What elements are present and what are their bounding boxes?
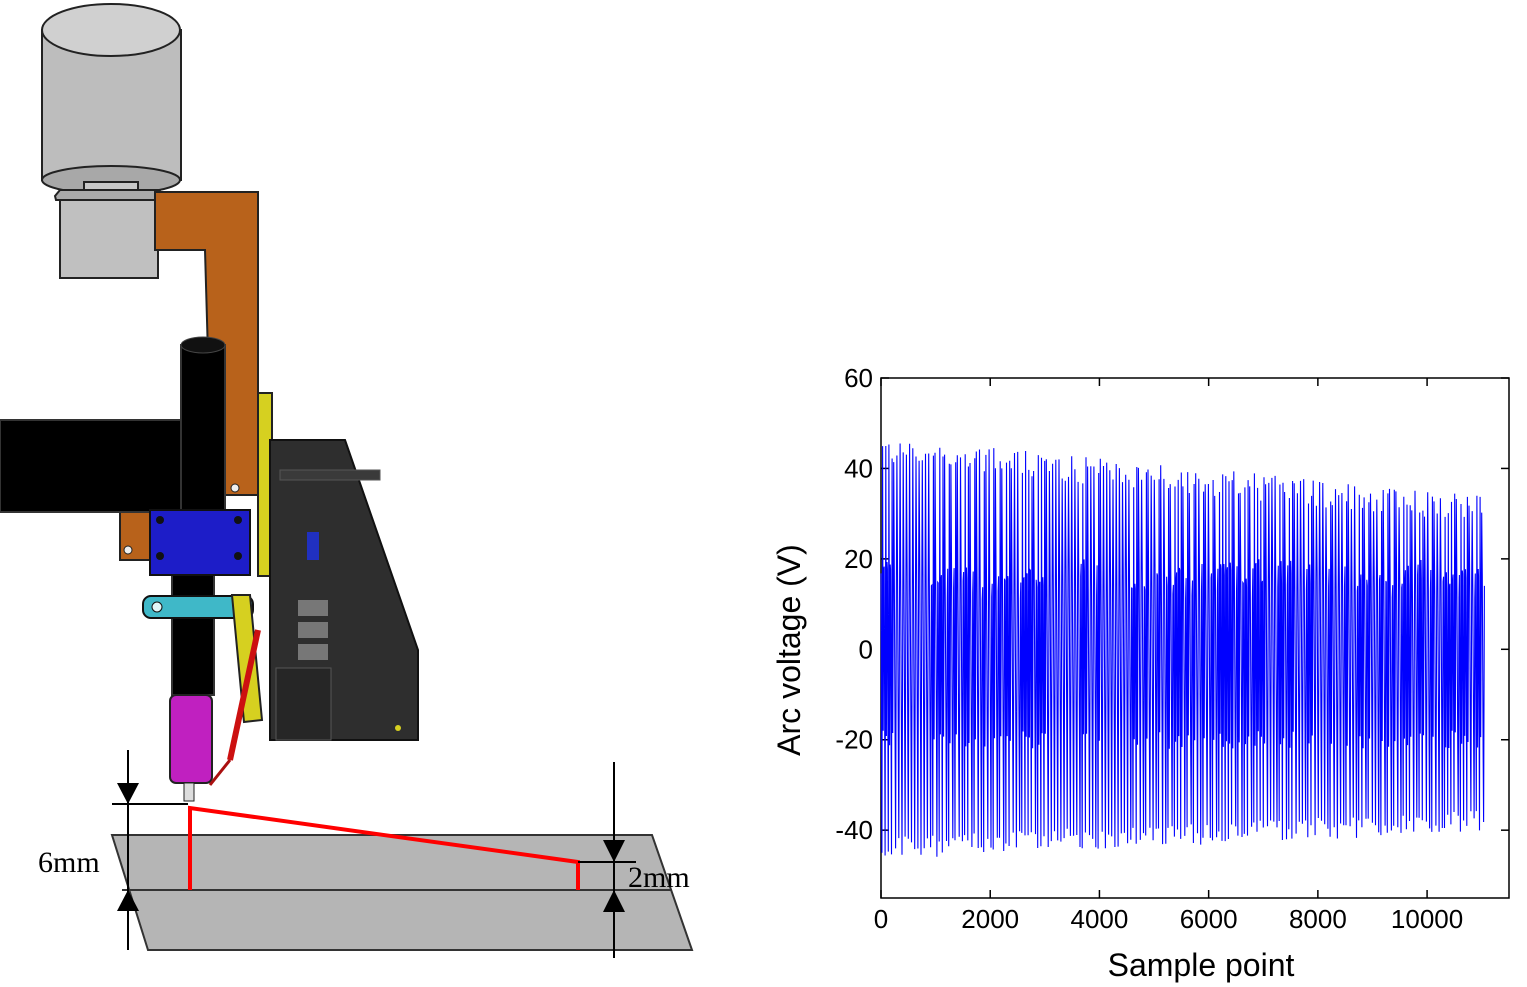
x-tick-label: 8000 <box>1289 904 1347 934</box>
y-axis-label: Arc voltage (V) <box>771 544 807 756</box>
y-tick-label: 60 <box>844 363 873 393</box>
x-axis: 0 2000 4000 6000 8000 10000 <box>874 378 1463 934</box>
y-tick-label: -20 <box>835 725 873 755</box>
nozzle <box>169 694 213 802</box>
y-tick-label: 0 <box>859 634 873 664</box>
blue-clamp <box>149 509 251 576</box>
dimension-right-label: 2mm <box>628 861 690 894</box>
arc-voltage-chart: 60 40 20 0 -20 -40 0 2000 4000 6000 8000 10000 Sam… <box>771 363 1510 983</box>
y-tick-label: -40 <box>835 815 873 845</box>
y-tick-label: 40 <box>844 453 873 483</box>
x-axis-label: Sample point <box>1108 947 1295 983</box>
x-tick-label: 6000 <box>1180 904 1238 934</box>
welding-apparatus-diagram: 6mm 2mm <box>0 3 694 958</box>
dimension-right <box>578 762 636 958</box>
series-line-arc-voltage <box>880 443 1485 857</box>
dimension-left-label: 6mm <box>38 846 100 879</box>
x-tick-label: 4000 <box>1071 904 1129 934</box>
y-tick-label: 20 <box>844 544 873 574</box>
wire-feeder <box>208 392 273 786</box>
workpiece-plate <box>110 834 694 951</box>
x-tick-label: 0 <box>874 904 888 934</box>
torch-body <box>0 336 226 696</box>
y-axis: 60 40 20 0 -20 -40 <box>835 363 1509 845</box>
x-tick-label: 10000 <box>1391 904 1463 934</box>
weld-path <box>188 805 580 890</box>
motor <box>41 3 182 279</box>
dimension-left <box>112 750 188 950</box>
controller-box <box>269 439 419 741</box>
x-tick-label: 2000 <box>961 904 1019 934</box>
